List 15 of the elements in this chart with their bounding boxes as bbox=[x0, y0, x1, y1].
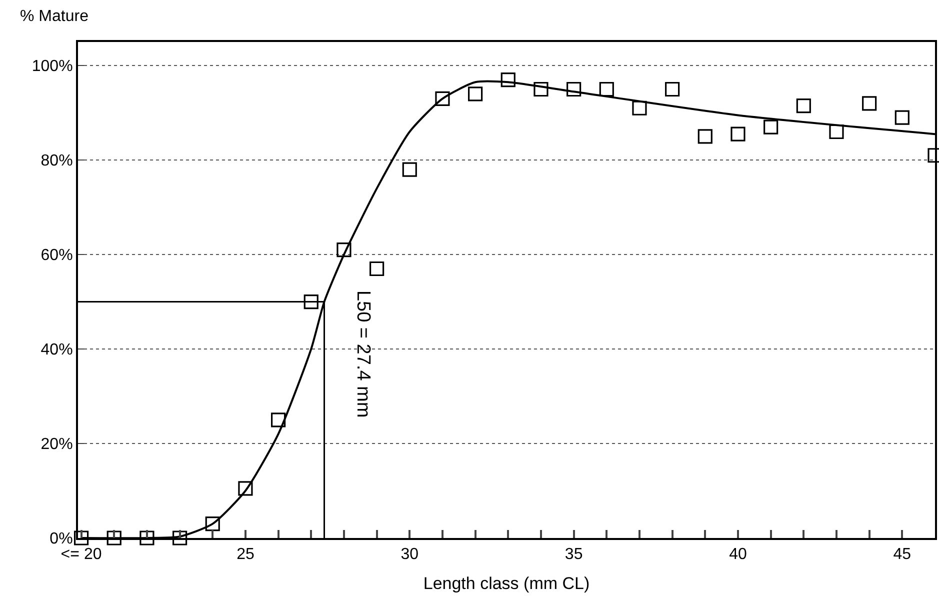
x-tick-label: 25 bbox=[236, 546, 254, 564]
x-tick-label: 35 bbox=[564, 546, 583, 564]
x-tick-label: 30 bbox=[400, 546, 419, 564]
annotation: L50 = 27.4 mm bbox=[352, 290, 374, 418]
y-tick-label: 40% bbox=[40, 342, 73, 359]
y-tick-label: 60% bbox=[40, 247, 73, 264]
x-tick-label: 40 bbox=[729, 546, 747, 564]
y-axis-title: % Mature bbox=[20, 8, 89, 25]
y-tick-label: 80% bbox=[40, 152, 73, 170]
x-axis-title: Length class (mm CL) bbox=[423, 574, 590, 594]
x-tick-label: <= 20 bbox=[60, 546, 102, 564]
y-tick-label: 100% bbox=[32, 58, 73, 76]
y-tick-label: 20% bbox=[40, 436, 73, 454]
y-tick-label: 0% bbox=[50, 530, 73, 548]
x-tick-label: 45 bbox=[893, 546, 912, 564]
